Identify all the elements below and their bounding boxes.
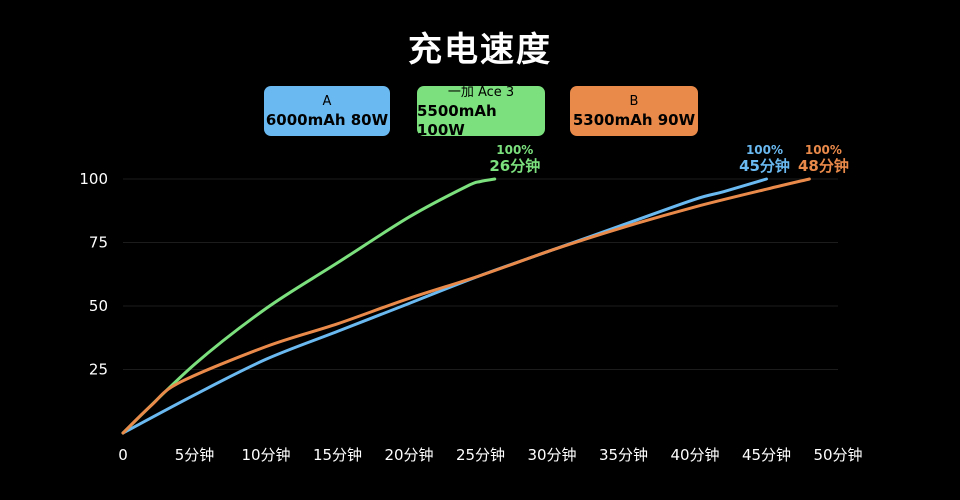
- chart-title: 充电速度: [408, 30, 552, 70]
- series-line-ace3: [121, 177, 497, 435]
- legend-label-a-name: A: [322, 94, 332, 109]
- legend-label-ace3-spec: 5500mAh 100W: [417, 101, 497, 139]
- end-label-time-a: 45分钟: [739, 157, 790, 175]
- legend-label-b-name: B: [629, 94, 639, 109]
- y-tick-label-25: 25: [89, 361, 108, 379]
- x-tick-label-25: 25分钟: [456, 446, 505, 464]
- x-tick-label-30: 30分钟: [527, 446, 576, 464]
- x-tick-label-45: 45分钟: [742, 446, 791, 464]
- y-tick-label-100: 100: [79, 170, 108, 188]
- x-tick-label-50: 50分钟: [813, 446, 862, 464]
- end-label-time-b: 48分钟: [798, 157, 849, 175]
- end-label-pct-a: 100%: [746, 143, 783, 157]
- legend-item-b: B 5300mAh 90W: [570, 86, 698, 136]
- x-tick-label-5: 5分钟: [175, 446, 215, 464]
- x-tick-label-35: 35分钟: [599, 446, 648, 464]
- x-tick-label-40: 40分钟: [670, 446, 719, 464]
- legend-label-a-spec: 6000mAh 80W: [265, 111, 389, 129]
- x-tick-label-20: 20分钟: [384, 446, 433, 464]
- x-tick-label-0: 0: [118, 446, 128, 464]
- series-line-b: [121, 177, 811, 435]
- legend-item-a: A 6000mAh 80W: [264, 86, 390, 136]
- y-tick-label-75: 75: [89, 234, 108, 252]
- legend-item-ace3: 一加 Ace 3 5500mAh 100W: [417, 84, 545, 139]
- end-label-time-ace3: 26分钟: [489, 157, 540, 175]
- end-label-pct-ace3: 100%: [496, 143, 533, 157]
- x-tick-label-15: 15分钟: [313, 446, 362, 464]
- legend-label-b-spec: 5300mAh 90W: [572, 111, 696, 129]
- y-tick-label-50: 50: [89, 297, 108, 315]
- x-tick-label-10: 10分钟: [241, 446, 290, 464]
- end-label-pct-b: 100%: [805, 143, 842, 157]
- legend-label-ace3-name: 一加 Ace 3: [447, 84, 515, 100]
